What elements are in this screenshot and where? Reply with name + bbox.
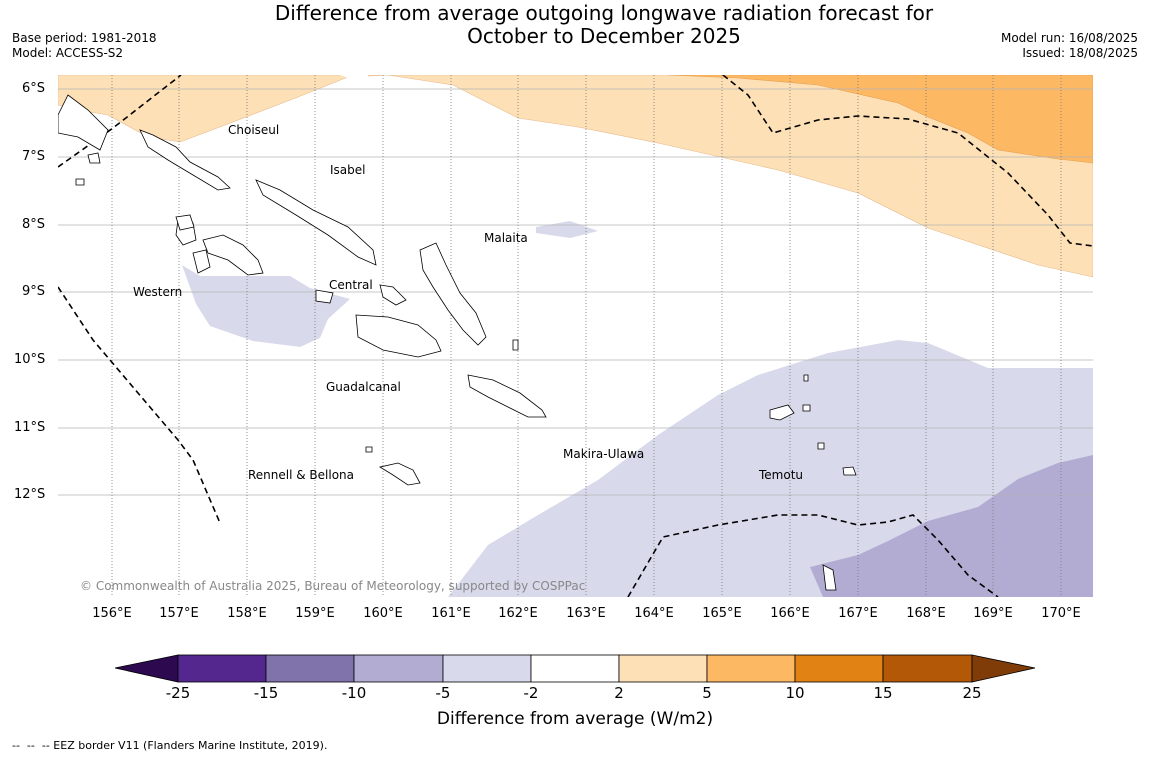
model-name: Model: ACCESS-S2: [12, 46, 124, 60]
ulawa-island: [512, 339, 519, 351]
malaita-island: [419, 242, 487, 346]
lon-label-161e: 161°E: [431, 606, 471, 621]
lat-label-10s: 10°S: [14, 352, 46, 367]
colorbar-bin: [177, 654, 267, 683]
lon-label-163e: 163°E: [566, 606, 606, 621]
isabel-island: [255, 179, 377, 266]
colorbar-extend-low: [114, 654, 179, 683]
colorbar-bin: [530, 654, 620, 683]
lon-label-159e: 159°E: [295, 606, 335, 621]
colorbar-bin: [618, 654, 708, 683]
map-svg: [58, 75, 1093, 597]
strong-negative-region: [810, 455, 1093, 597]
eez-footnote: -- -- -- EEZ border V11 (Flanders Marine…: [12, 739, 328, 752]
lon-label-169e: 169°E: [973, 606, 1013, 621]
utupua-island: [817, 442, 825, 450]
colorbar-bin: [706, 654, 796, 683]
colorbar-tick: -2: [523, 684, 539, 702]
place-choiseul: Choiseul: [228, 123, 280, 137]
colorbar-tick: -25: [165, 684, 191, 702]
lat-label-6s: 6°S: [22, 81, 46, 96]
russell-islands: [315, 289, 334, 304]
strong-positive-region: [667, 75, 1093, 164]
lat-label-7s: 7°S: [22, 149, 46, 164]
lat-label-8s: 8°S: [22, 217, 46, 232]
duff-islands: [803, 374, 809, 382]
place-isabel: Isabel: [330, 163, 366, 177]
place-malaita: Malaita: [484, 231, 528, 245]
lat-label-11s: 11°S: [14, 420, 46, 435]
ranongga: [192, 249, 211, 274]
colorbar-bin: [794, 654, 884, 683]
place-temotu: Temotu: [759, 468, 804, 482]
lon-label-166e: 166°E: [770, 606, 810, 621]
title-line-1: Difference from average outgoing longwav…: [274, 1, 934, 25]
place-guadalcanal: Guadalcanal: [326, 380, 401, 394]
santa-cruz-island: [769, 404, 795, 421]
issued-date: Issued: 18/08/2025: [1022, 46, 1138, 60]
model-run: Model run: 16/08/2025: [1000, 31, 1138, 45]
vella-lavella: [175, 214, 195, 231]
colorbar: [114, 654, 1036, 683]
lon-label-167e: 167°E: [838, 606, 878, 621]
lon-label-160e: 160°E: [363, 606, 403, 621]
western-negative-region: [182, 265, 350, 347]
colorbar-tick: -15: [253, 684, 279, 702]
place-central: Central: [329, 278, 373, 292]
colorbar-tick: 5: [702, 684, 712, 702]
positive-anomaly-region: [58, 75, 1093, 278]
colorbar-tick: 25: [962, 684, 982, 702]
lon-label-157e: 157°E: [159, 606, 199, 621]
lon-label-164e: 164°E: [634, 606, 674, 621]
shortland-islands: [75, 178, 85, 186]
lat-label-9s: 9°S: [22, 284, 46, 299]
lat-label-12s: 12°S: [14, 487, 46, 502]
choiseul-island: [139, 129, 231, 191]
colorbar-extend-high: [971, 654, 1036, 683]
map-area: Choiseul Isabel Malaita Western Central …: [58, 75, 1093, 597]
base-period: Base period: 1981-2018: [12, 31, 157, 45]
tikopia-island: [822, 564, 837, 591]
colorbar-bin: [265, 654, 355, 683]
title-line-2: October to December 2025: [467, 24, 741, 48]
vanikoro-island: [842, 466, 857, 476]
copyright-text: © Commonwealth of Australia 2025, Bureau…: [80, 579, 586, 593]
coastlines: [58, 94, 857, 591]
eez-border: [58, 75, 1093, 597]
colorbar-label: Difference from average (W/m2): [436, 709, 714, 729]
place-rennell-bellona: Rennell & Bellona: [248, 468, 355, 482]
rennell-island: [378, 462, 421, 486]
lon-label-156e: 156°E: [92, 606, 132, 621]
lon-label-168e: 168°E: [906, 606, 946, 621]
bougainville-south: [87, 152, 101, 164]
colorbar-bin: [882, 654, 973, 683]
bougainville-coast: [58, 94, 109, 151]
colorbar-tick: 10: [785, 684, 805, 702]
guadalcanal-island: [355, 314, 442, 358]
colorbar-tick: 2: [614, 684, 624, 702]
new-georgia-group: [202, 234, 264, 276]
lon-label-170e: 170°E: [1041, 606, 1081, 621]
colorbar-tick: 15: [873, 684, 893, 702]
colorbar-bin: [442, 654, 532, 683]
small-negative-blob: [536, 221, 598, 238]
colorbar-bin: [353, 654, 444, 683]
lon-label-162e: 162°E: [498, 606, 538, 621]
bellona-island: [365, 446, 373, 453]
meta-left: Base period: 1981-2018 Model: ACCESS-S2: [12, 31, 157, 61]
lon-label-158e: 158°E: [227, 606, 267, 621]
place-western: Western: [133, 285, 183, 299]
meta-right: Model run: 16/08/2025 Issued: 18/08/2025: [1001, 31, 1138, 61]
florida-islands: [379, 284, 407, 306]
chart-title: Difference from average outgoing longwav…: [200, 2, 1008, 48]
lon-label-165e: 165°E: [702, 606, 742, 621]
makira-island: [467, 374, 547, 418]
place-makira-ulawa: Makira-Ulawa: [563, 447, 645, 461]
colorbar-tick: -5: [435, 684, 451, 702]
colorbar-tick: -10: [341, 684, 367, 702]
graticule: [58, 88, 1093, 496]
reef-islands: [802, 404, 811, 412]
